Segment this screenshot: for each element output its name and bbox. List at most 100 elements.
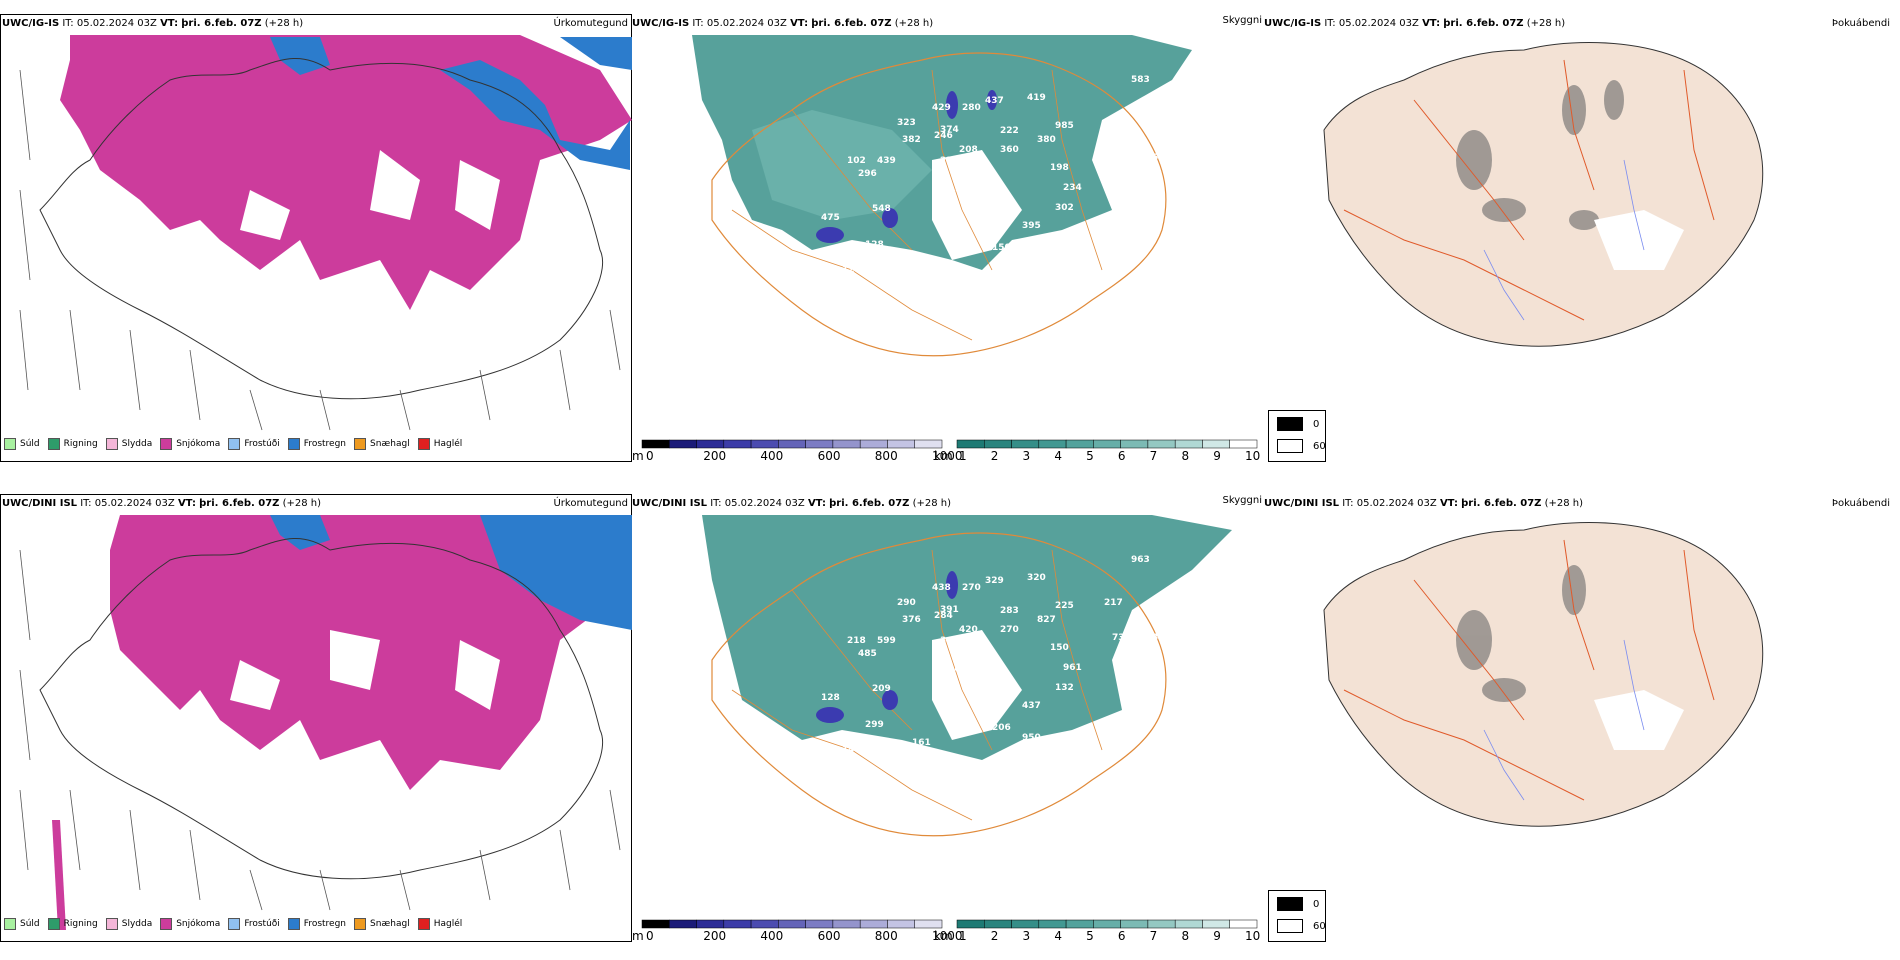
colorbar-m-tick: 400	[760, 929, 783, 943]
visibility-value-label: 234	[1063, 183, 1082, 193]
visibility-value-label: 391	[940, 605, 959, 615]
visibility-value-label: 348	[940, 636, 959, 646]
colorbar-km-tick: 10	[1245, 449, 1260, 463]
visibility-value-label: 963	[1131, 555, 1150, 565]
colorbar-km-tick: 6	[1118, 449, 1126, 463]
colorbar-m-segment	[832, 439, 861, 449]
visibility-value-label: 288	[948, 664, 967, 674]
legend-item-frostregn: Frostregn	[287, 918, 346, 930]
snow-gaps	[240, 150, 560, 270]
colorbar-km-tick: 5	[1086, 449, 1094, 463]
colorbar-m-segment	[859, 439, 888, 449]
visibility-value-label: 329	[985, 576, 1004, 586]
visibility-panel: 963 438 270 329 320 290 376 391 283 827 225 217 284 4…	[632, 490, 1264, 940]
visibility-value-label: 150	[1050, 643, 1069, 653]
colorbar-m-tick: 400	[760, 449, 783, 463]
panel-header: UWC/DINI ISL IT: 05.02.2024 03Z VT: þri.…	[1264, 498, 1584, 509]
colorbar-m-tick: 200	[703, 929, 726, 943]
land	[1323, 42, 1764, 347]
visibility-value-label: 198	[1050, 163, 1069, 173]
visibility-map	[692, 35, 1192, 357]
colorbar-m-tick: 800	[875, 449, 898, 463]
colorbar-km-unit: km	[934, 929, 953, 943]
visibility-value-label: 382	[902, 135, 921, 145]
visibility-value-label: 149	[1060, 732, 1079, 742]
legend-item-frostudi: Frostúði	[228, 918, 280, 930]
forecast-row-dini: UWC/DINI ISL IT: 05.02.2024 03Z VT: þri.…	[0, 490, 1900, 960]
visibility-value-label: 739	[1112, 633, 1131, 643]
colorbar-km-segment	[956, 919, 985, 929]
panel-header: UWC/IG-IS IT: 05.02.2024 03Z VT: þri. 6.…	[2, 18, 304, 29]
precip-type-map	[19, 515, 632, 930]
fog-map	[1323, 522, 1764, 827]
clear-area	[932, 630, 1022, 740]
legend-item-snaehagl: Snæhagl	[354, 918, 410, 930]
panel-header: UWC/IG-IS IT: 05.02.2024 03Z VT: þri. 6.…	[1264, 18, 1566, 29]
visibility-value-label: 376	[902, 615, 921, 625]
colorbar-m-segment	[914, 439, 943, 449]
visibility-value-label: 299	[865, 720, 884, 730]
visibility-value-label: 374	[940, 125, 959, 135]
colorbar-km-segment	[1147, 919, 1176, 929]
visibility-numbers: 963 438 270 329 320 290 376 391 283 827 225 217 284 4…	[802, 555, 1171, 761]
colorbar-km-segment	[1174, 439, 1203, 449]
legend-item-rigning: Rigning	[47, 918, 98, 930]
colorbar-km-tick: 8	[1181, 929, 1189, 943]
visibility-value-label: 225	[1055, 601, 1074, 611]
moderate-visibility-area	[752, 110, 932, 220]
colorbar-km-segment	[1093, 919, 1121, 929]
visibility-value-label: 246	[934, 131, 953, 141]
colorbar-km-tick: 7	[1150, 449, 1158, 463]
colorbar-km-segment	[984, 919, 1012, 929]
visibility-value-label: 548	[872, 204, 891, 214]
colorbar-m-segment	[723, 919, 752, 929]
colorbar-m-segment	[859, 919, 888, 929]
snow-gaps	[230, 630, 500, 710]
visibility-value-label: 420	[959, 625, 978, 635]
visibility-value-label: 583	[1131, 75, 1150, 85]
precip-legend: Súld Rigning Slydda Snjókoma Frostúði Fr…	[4, 914, 462, 934]
visibility-value-label: 290	[897, 598, 916, 608]
visibility-value-label: 280	[962, 103, 981, 113]
visibility-value-label: 437	[985, 96, 1004, 106]
colorbar-m-segment	[805, 439, 834, 449]
visibility-value-label: 206	[992, 723, 1011, 733]
colorbar-km-tick: 7	[1150, 929, 1158, 943]
visibility-value-label: 419	[1027, 93, 1046, 103]
colorbar-km-tick: 1	[959, 449, 967, 463]
visibility-value-label: 323	[897, 118, 916, 128]
legend-item-slydda: Slydda	[105, 918, 152, 930]
land	[1323, 522, 1764, 827]
freezing-rain-area	[270, 515, 632, 630]
visibility-value-label: 950	[1022, 733, 1041, 743]
legend-item-snjokoma: Snjókoma	[160, 918, 220, 930]
visibility-value-label: 22	[1152, 136, 1165, 146]
visibility-value-label: 311	[1022, 253, 1041, 263]
legend-item-sudd: Súld	[4, 438, 40, 450]
colorbar-km-segment	[1229, 439, 1258, 449]
visibility-value-label: 128	[865, 240, 884, 250]
colorbar-m-segment	[778, 919, 806, 929]
visibility-panel: 583 429 280 437 419 323 382 374 222 380 985 318 246 2…	[632, 10, 1264, 460]
colorbar-km-segment	[1065, 439, 1094, 449]
visibility-value-label: 209	[872, 684, 891, 694]
colorbar-km-tick: 4	[1054, 449, 1062, 463]
very-low-visibility-spots	[816, 90, 997, 243]
colorbar-km-segment	[984, 439, 1012, 449]
visibility-value-label: 150	[992, 243, 1011, 253]
visibility-value-label: 270	[962, 583, 981, 593]
legend-item-frostregn: Frostregn	[287, 438, 346, 450]
colorbar-km-tick: 10	[1245, 929, 1260, 943]
colorbar-km-segment	[1229, 919, 1258, 929]
clear-area	[932, 150, 1022, 260]
visibility-value-label: 222	[1000, 126, 1019, 136]
colorbar-m-segment	[669, 919, 697, 929]
colorbar-km-segment	[1093, 439, 1121, 449]
panel-header: UWC/DINI ISL IT: 05.02.2024 03Z VT: þri.…	[632, 498, 952, 509]
colorbar-m-segment	[669, 439, 697, 449]
wind-barbs	[19, 69, 621, 431]
visibility-value-label: 438	[932, 583, 951, 593]
colorbar-km-unit: km	[934, 449, 953, 463]
precip-type-map	[19, 35, 632, 431]
